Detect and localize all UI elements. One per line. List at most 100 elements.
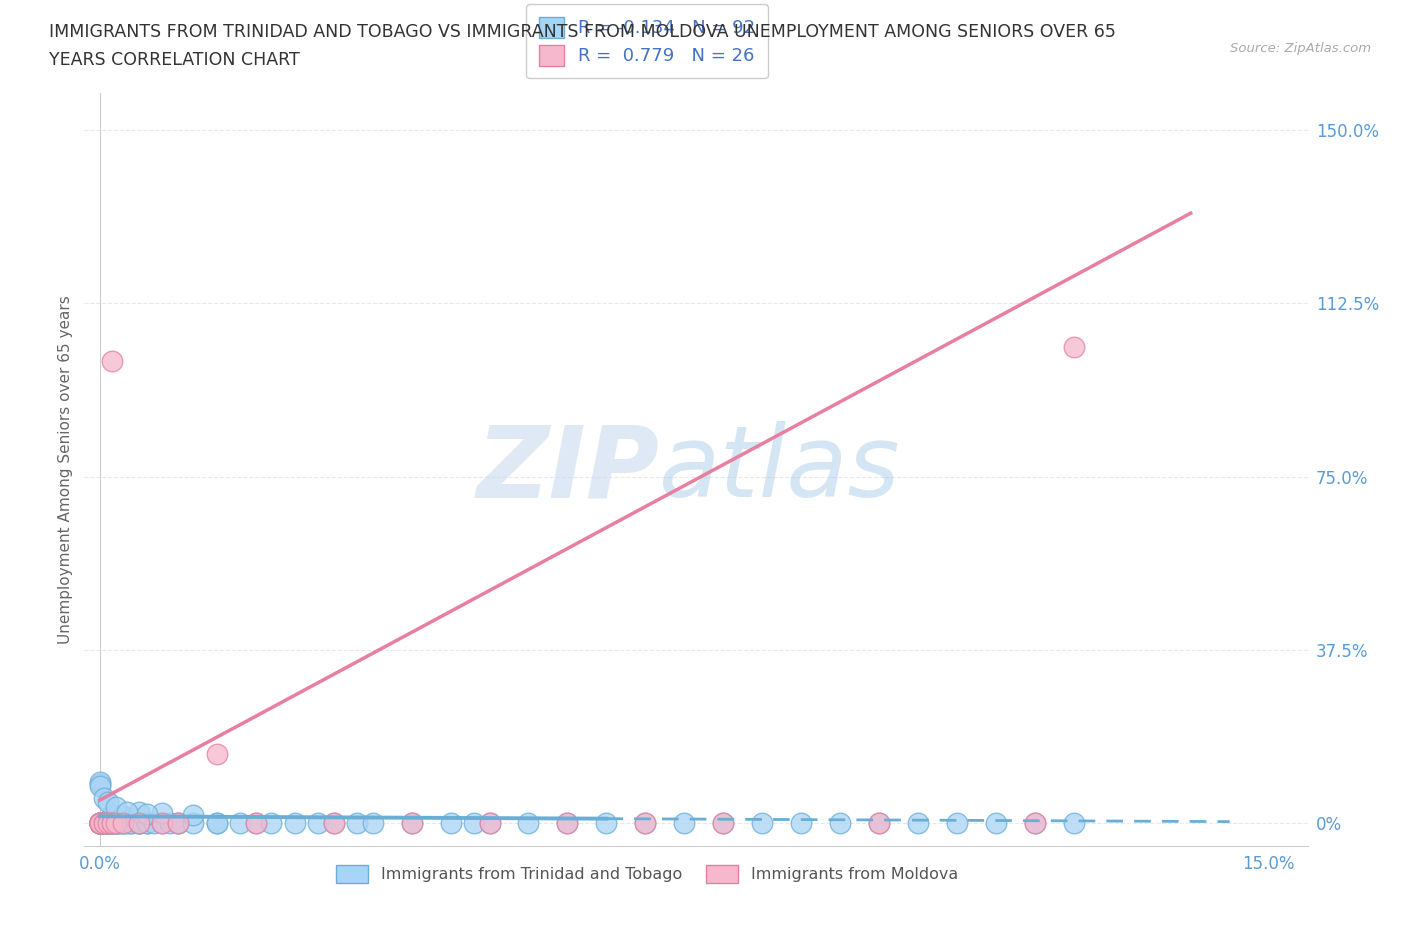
Point xyxy=(89,816,111,830)
Point xyxy=(135,806,157,821)
Point xyxy=(104,816,127,830)
Point xyxy=(517,816,540,830)
Point xyxy=(143,816,166,830)
Point xyxy=(166,816,188,830)
Point xyxy=(108,816,131,830)
Point xyxy=(751,816,773,830)
Point xyxy=(946,816,969,830)
Point xyxy=(711,816,734,830)
Point xyxy=(150,816,173,830)
Point xyxy=(89,816,111,830)
Point xyxy=(89,816,111,830)
Point xyxy=(984,816,1007,830)
Point xyxy=(159,816,181,830)
Point xyxy=(478,816,501,830)
Point xyxy=(401,816,423,830)
Point xyxy=(205,816,228,830)
Point xyxy=(104,800,127,815)
Point xyxy=(322,816,344,830)
Point xyxy=(89,816,111,830)
Point xyxy=(89,816,111,830)
Point xyxy=(96,816,118,830)
Point xyxy=(112,816,135,830)
Y-axis label: Unemployment Among Seniors over 65 years: Unemployment Among Seniors over 65 years xyxy=(58,296,73,644)
Point xyxy=(90,816,112,830)
Point xyxy=(112,816,135,830)
Point xyxy=(100,353,122,368)
Point xyxy=(100,816,122,830)
Point xyxy=(93,816,115,830)
Point xyxy=(245,816,267,830)
Point xyxy=(100,807,122,822)
Text: Source: ZipAtlas.com: Source: ZipAtlas.com xyxy=(1230,42,1371,55)
Point xyxy=(104,816,127,830)
Point xyxy=(868,816,890,830)
Point xyxy=(98,816,121,830)
Point xyxy=(89,816,111,830)
Point xyxy=(673,816,696,830)
Point xyxy=(89,816,111,830)
Point xyxy=(284,816,307,830)
Point xyxy=(128,804,150,819)
Point xyxy=(128,816,150,830)
Point xyxy=(711,816,734,830)
Point xyxy=(89,816,111,830)
Point xyxy=(790,816,813,830)
Point xyxy=(166,816,188,830)
Text: atlas: atlas xyxy=(659,421,901,518)
Point xyxy=(1024,816,1046,830)
Point xyxy=(91,816,114,830)
Point xyxy=(260,816,283,830)
Point xyxy=(595,816,617,830)
Point xyxy=(1024,816,1046,830)
Point xyxy=(89,816,111,830)
Point xyxy=(104,816,127,830)
Point xyxy=(89,816,111,830)
Point xyxy=(150,805,173,820)
Point xyxy=(634,816,657,830)
Point xyxy=(135,816,157,830)
Point xyxy=(361,816,384,830)
Point xyxy=(135,816,157,830)
Point xyxy=(89,816,111,830)
Point xyxy=(401,816,423,830)
Point xyxy=(89,816,111,830)
Point xyxy=(868,816,890,830)
Text: ZIP: ZIP xyxy=(477,421,659,518)
Point xyxy=(89,774,111,789)
Point xyxy=(93,790,115,805)
Point xyxy=(93,816,115,830)
Point xyxy=(89,816,111,830)
Point xyxy=(128,816,150,830)
Point xyxy=(89,816,111,830)
Point xyxy=(128,816,150,830)
Point xyxy=(478,816,501,830)
Point xyxy=(89,816,111,830)
Text: IMMIGRANTS FROM TRINIDAD AND TOBAGO VS IMMIGRANTS FROM MOLDOVA UNEMPLOYMENT AMON: IMMIGRANTS FROM TRINIDAD AND TOBAGO VS I… xyxy=(49,23,1116,41)
Point xyxy=(112,816,135,830)
Point xyxy=(112,809,135,824)
Point xyxy=(557,816,579,830)
Point xyxy=(205,747,228,762)
Point xyxy=(97,816,120,830)
Point xyxy=(907,816,929,830)
Point xyxy=(183,816,205,830)
Point xyxy=(100,816,122,830)
Point xyxy=(97,816,120,830)
Point xyxy=(463,816,485,830)
Point xyxy=(100,816,122,830)
Point xyxy=(93,816,115,830)
Point xyxy=(346,816,368,830)
Point xyxy=(307,816,329,830)
Point xyxy=(97,816,120,830)
Point xyxy=(166,816,188,830)
Point xyxy=(120,816,142,830)
Point xyxy=(128,816,150,830)
Point xyxy=(97,816,120,830)
Point xyxy=(100,816,122,830)
Point xyxy=(108,816,131,830)
Point xyxy=(229,816,252,830)
Point xyxy=(150,816,173,830)
Point xyxy=(634,816,657,830)
Text: YEARS CORRELATION CHART: YEARS CORRELATION CHART xyxy=(49,51,299,69)
